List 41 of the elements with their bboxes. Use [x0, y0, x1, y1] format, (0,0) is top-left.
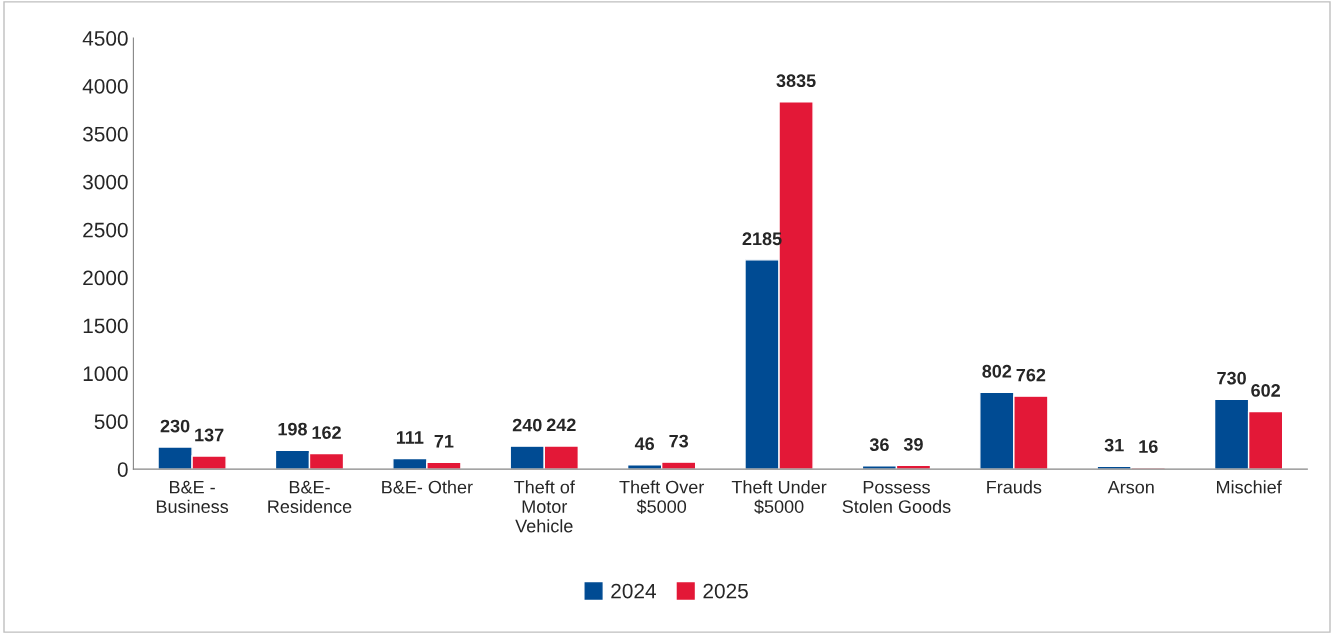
- x-tick-label: B&E- Residence: [268, 480, 352, 513]
- x-tick-label: Theft Over $5000: [619, 480, 705, 515]
- x-tick-label: Frauds: [987, 480, 1042, 494]
- data-label: 31: [1104, 438, 1124, 452]
- x-tick-label: Theft Under $5000: [731, 480, 827, 515]
- y-tick-label: 4500: [82, 31, 128, 46]
- data-label: 242: [546, 418, 576, 432]
- y-tick-label: 2500: [83, 222, 128, 238]
- legend-label: 2024: [611, 583, 656, 599]
- x-tick-label: Theft of Motor Vehicle: [514, 480, 575, 533]
- data-label: 762: [1016, 368, 1046, 382]
- y-tick-label: 3000: [82, 174, 128, 190]
- data-label: 16: [1139, 440, 1158, 453]
- y-tick-label: 3500: [82, 126, 128, 142]
- data-label: 602: [1251, 384, 1280, 397]
- legend-label: 2025: [703, 583, 748, 599]
- x-tick-label: Mischief: [1217, 480, 1282, 494]
- y-tick-label: 4000: [82, 78, 128, 94]
- data-label: 162: [312, 426, 341, 439]
- x-tick-label: B&E - Business: [156, 480, 229, 513]
- data-label: 3835: [776, 74, 816, 88]
- x-tick-label: Possess Stolen Goods: [842, 480, 951, 513]
- data-label: 73: [669, 434, 689, 448]
- data-label: 730: [1217, 371, 1246, 385]
- y-tick-label: 500: [94, 414, 128, 430]
- data-label: 39: [903, 437, 923, 451]
- data-label: 240: [512, 418, 542, 432]
- x-tick-label: B&E- Other: [382, 480, 473, 494]
- y-tick-label: 1000: [83, 366, 128, 382]
- y-tick-label: 2000: [83, 270, 128, 286]
- data-label: 137: [195, 428, 224, 442]
- x-tick-label: Arson: [1107, 480, 1154, 494]
- y-tick-label: 0: [117, 462, 128, 477]
- data-label: 46: [634, 437, 655, 451]
- data-label: 198: [278, 422, 307, 436]
- data-label: 230: [160, 419, 190, 433]
- data-label: 36: [869, 438, 889, 452]
- y-tick-label: 1500: [83, 318, 128, 334]
- data-label: 802: [982, 364, 1012, 378]
- data-label: 71: [434, 435, 454, 448]
- data-label: 111: [396, 431, 424, 444]
